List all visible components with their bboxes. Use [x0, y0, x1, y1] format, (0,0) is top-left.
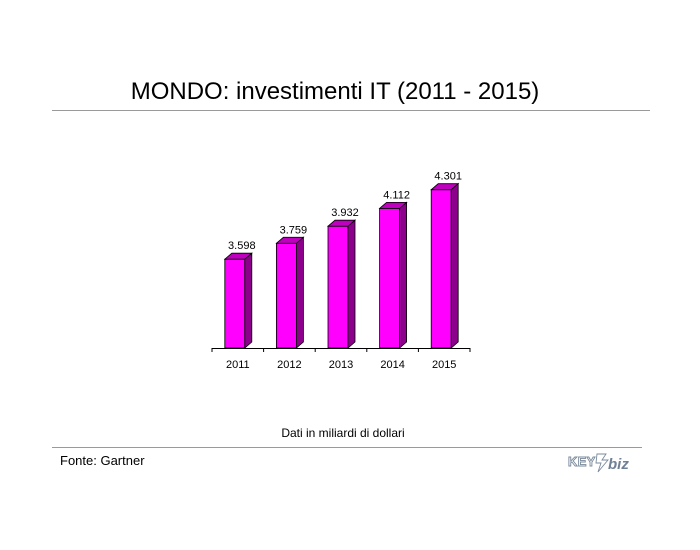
footer-divider: [52, 447, 642, 448]
bar-2013: [326, 219, 357, 349]
data-label: 3.932: [331, 207, 359, 219]
bar-side: [450, 182, 459, 349]
bar-side: [399, 201, 408, 349]
bar-side: [295, 236, 304, 349]
x-tick-label: 2011: [226, 359, 250, 371]
bar-top: [378, 201, 408, 209]
bar-side: [347, 219, 356, 349]
x-tick-label: 2014: [380, 359, 404, 371]
x-tick-label: 2015: [432, 359, 456, 371]
unit-note: Dati in miliardi di dollari: [281, 426, 405, 440]
x-tick-labels: 2011 2012 2013 2014 2015: [226, 359, 456, 371]
bar-front: [379, 207, 401, 349]
bar-front: [430, 189, 452, 349]
data-label: 4.301: [434, 171, 462, 183]
bar-2014: [378, 201, 408, 349]
x-axis-ticks: [211, 348, 471, 352]
x-tick-label: 2013: [329, 359, 353, 371]
source-label: Fonte: Gartner: [60, 453, 145, 468]
bar-front: [224, 258, 246, 349]
bar-2012: [275, 236, 305, 349]
bar-2015: [430, 182, 460, 349]
svg-text:biz: biz: [608, 456, 629, 473]
bar-side: [244, 252, 253, 349]
bar-top: [430, 183, 460, 191]
bar-top: [275, 236, 305, 244]
svg-text:KEY: KEY: [568, 454, 596, 469]
data-label: 3.598: [228, 240, 256, 252]
bar-top: [326, 219, 357, 227]
data-label: 4.112: [383, 189, 410, 201]
bar-front: [327, 225, 349, 349]
x-tick-label: 2012: [277, 359, 301, 371]
key4biz-logo: KEY biz: [568, 453, 629, 473]
data-labels: 3.598 3.759 3.932 4.112 4.301: [228, 171, 462, 253]
page-title: MONDO: investimenti IT (2011 - 2015): [130, 78, 540, 105]
bar-front: [275, 242, 297, 349]
bar-top: [223, 252, 253, 260]
bar-2011: [223, 252, 253, 349]
data-label: 3.759: [280, 224, 308, 236]
title-divider: [52, 110, 650, 111]
